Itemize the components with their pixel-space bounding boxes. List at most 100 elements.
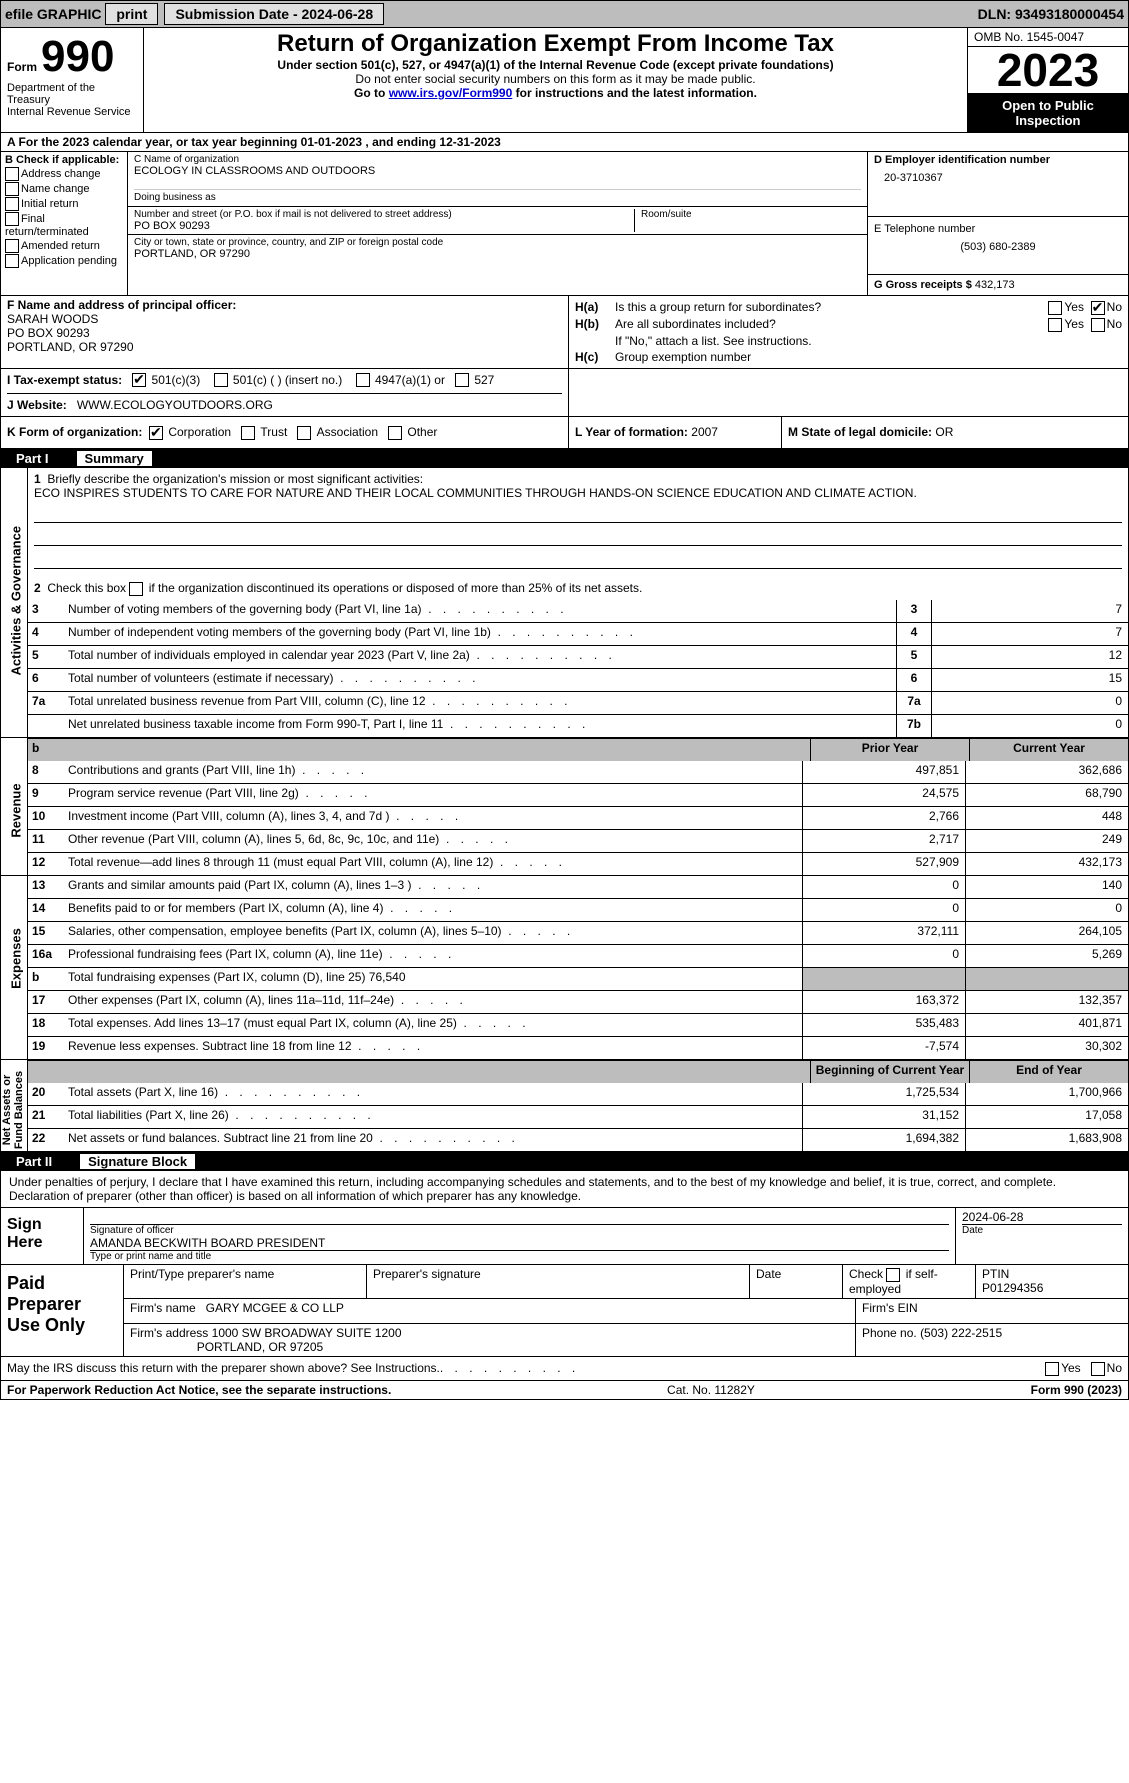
firm-addr-cell: Firm's address 1000 SW BROADWAY SUITE 12…	[124, 1324, 856, 1356]
cb-address-change[interactable]: Address change	[5, 167, 123, 181]
firm-phone-cell: Phone no. (503) 222-2515	[856, 1324, 1128, 1356]
m-label: M State of legal domicile:	[788, 425, 932, 439]
ha-yes-cb[interactable]	[1048, 301, 1062, 315]
prior-year-value: 497,851	[802, 761, 965, 783]
current-year-hdr: Current Year	[969, 739, 1128, 761]
current-year-value: 5,269	[965, 945, 1128, 967]
col-b-checkboxes: B Check if applicable: Address change Na…	[1, 152, 128, 295]
line-text: Number of independent voting members of …	[64, 623, 896, 645]
firm-phone: (503) 222-2515	[920, 1326, 1002, 1340]
line-value: 0	[931, 715, 1128, 737]
current-year-value: 140	[965, 876, 1128, 898]
cb-irs-no[interactable]	[1091, 1362, 1105, 1376]
end-year-hdr: End of Year	[969, 1061, 1128, 1083]
table-row: 11Other revenue (Part VIII, column (A), …	[28, 829, 1128, 852]
hb-yes-cb[interactable]	[1048, 318, 1062, 332]
table-row: 19Revenue less expenses. Subtract line 1…	[28, 1036, 1128, 1059]
ha-no-cb[interactable]	[1091, 301, 1105, 315]
cb-501c3[interactable]	[132, 373, 146, 387]
line-text: Investment income (Part VIII, column (A)…	[64, 807, 802, 829]
mission-block: 1 Briefly describe the organization's mi…	[28, 468, 1128, 577]
cb-final-return[interactable]: Final return/terminated	[5, 212, 123, 238]
beginning-value: 1,694,382	[802, 1129, 965, 1151]
line-num: 6	[28, 669, 64, 691]
part-1-header: Part I Summary	[0, 449, 1129, 468]
current-year-value: 401,871	[965, 1014, 1128, 1036]
ein-block: D Employer identification number 20-3710…	[868, 152, 1128, 217]
cb-527[interactable]	[455, 373, 469, 387]
col-h-group: H(a) Is this a group return for subordin…	[569, 296, 1128, 368]
ptin-value: P01294356	[982, 1281, 1043, 1295]
line-box: 7a	[896, 692, 931, 714]
paid-preparer-label: Paid Preparer Use Only	[1, 1265, 124, 1356]
hb-label: H(b)	[575, 317, 615, 331]
paid-preparer-content: Print/Type preparer's name Preparer's si…	[124, 1265, 1128, 1356]
ha-label: H(a)	[575, 300, 615, 314]
line-text: Other expenses (Part IX, column (A), lin…	[64, 991, 802, 1013]
cb-initial-return[interactable]: Initial return	[5, 197, 123, 211]
signature-line[interactable]	[90, 1210, 949, 1225]
prep-date-hdr: Date	[750, 1265, 843, 1298]
form-subtitle-3: Go to www.irs.gov/Form990 for instructio…	[150, 86, 961, 100]
line-num: 9	[28, 784, 64, 806]
row-a-mid: , and ending	[365, 135, 439, 149]
cb-trust[interactable]	[241, 426, 255, 440]
cb-application-pending[interactable]: Application pending	[5, 254, 123, 268]
prior-year-value: 2,717	[802, 830, 965, 852]
beg-year-hdr: Beginning of Current Year	[810, 1061, 969, 1083]
line-2: 2 Check this box if the organization dis…	[28, 577, 1128, 600]
cb-other[interactable]	[388, 426, 402, 440]
form-header: Form990 Department of the Treasury Inter…	[0, 28, 1129, 133]
dln: DLN: 93493180000454	[978, 6, 1124, 22]
prep-row-3: Firm's address 1000 SW BROADWAY SUITE 12…	[124, 1324, 1128, 1356]
line-num: 19	[28, 1037, 64, 1059]
hc-label: H(c)	[575, 350, 615, 364]
line-value: 12	[931, 646, 1128, 668]
col-k-form-org: K Form of organization: Corporation Trus…	[1, 417, 569, 448]
part-1-title: Summary	[77, 451, 152, 466]
table-row: 7aTotal unrelated business revenue from …	[28, 691, 1128, 714]
officer-addr1: PO BOX 90293	[7, 326, 562, 340]
hc-text: Group exemption number	[615, 350, 1122, 364]
cb-name-change[interactable]: Name change	[5, 182, 123, 196]
prior-year-value: 2,766	[802, 807, 965, 829]
line-box: 4	[896, 623, 931, 645]
side-label-na: Net Assets or Fund Balances	[1, 1060, 28, 1151]
gross-label: G Gross receipts $	[874, 279, 972, 291]
officer-name: SARAH WOODS	[7, 312, 562, 326]
line-num: 10	[28, 807, 64, 829]
line-value: 0	[931, 692, 1128, 714]
ha-text: Is this a group return for subordinates?	[615, 300, 992, 314]
city-block: City or town, state or province, country…	[128, 235, 867, 262]
irs-link[interactable]: www.irs.gov/Form990	[389, 86, 513, 100]
form-990-page: efile GRAPHIC print Submission Date - 20…	[0, 0, 1129, 1400]
org-name-block: C Name of organization ECOLOGY IN CLASSR…	[128, 152, 867, 207]
line-text: Number of voting members of the governin…	[64, 600, 896, 622]
ein-value: 20-3710367	[874, 166, 1122, 184]
col-d-ein: D Employer identification number 20-3710…	[868, 152, 1128, 295]
hb-no-cb[interactable]	[1091, 318, 1105, 332]
firm-ein-cell: Firm's EIN	[856, 1299, 1128, 1323]
state-domicile: OR	[935, 425, 953, 439]
cb-irs-yes[interactable]	[1045, 1362, 1059, 1376]
col-i-j: I Tax-exempt status: 501(c)(3) 501(c) ( …	[1, 369, 569, 417]
cb-discontinued[interactable]	[129, 582, 143, 596]
i-label: I Tax-exempt status:	[7, 373, 122, 387]
table-row: bTotal fundraising expenses (Part IX, co…	[28, 967, 1128, 990]
year-formation: 2007	[691, 425, 718, 439]
line-num	[28, 715, 64, 737]
efile-label: efile GRAPHIC	[5, 6, 101, 22]
cb-4947[interactable]	[356, 373, 370, 387]
cb-association[interactable]	[297, 426, 311, 440]
cb-self-employed[interactable]	[886, 1268, 900, 1282]
date-cell: 2024-06-28 Date	[956, 1208, 1128, 1264]
cb-corporation[interactable]	[149, 426, 163, 440]
line-text: Total unrelated business revenue from Pa…	[64, 692, 896, 714]
print-button[interactable]: print	[105, 3, 158, 25]
org-name: ECOLOGY IN CLASSROOMS AND OUTDOORS	[134, 165, 861, 177]
part-2-header: Part II Signature Block	[0, 1152, 1129, 1171]
room-label: Room/suite	[641, 209, 861, 220]
cb-amended-return[interactable]: Amended return	[5, 239, 123, 253]
prior-year-value: 372,111	[802, 922, 965, 944]
cb-501c[interactable]	[214, 373, 228, 387]
